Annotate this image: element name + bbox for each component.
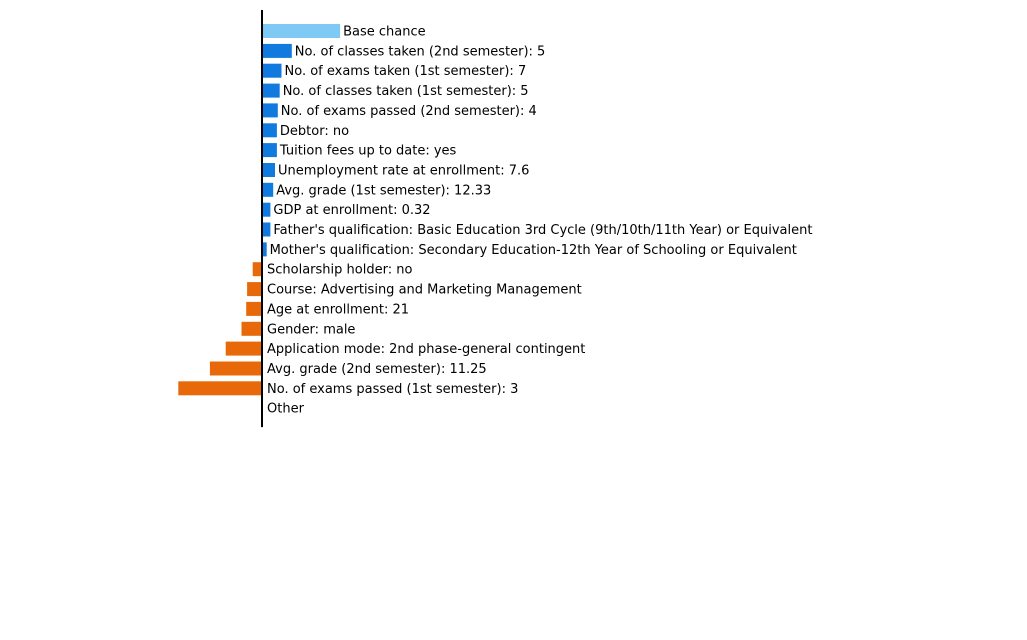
bar-12 <box>252 262 262 277</box>
labels-layer: Base chance No. of classes taken (2nd sem… <box>267 25 812 417</box>
bar-label-0: Base chance <box>343 25 426 40</box>
bar-label-14: Age at enrollment: 21 <box>267 302 409 317</box>
bar-label-2: No. of exams taken (1st semester): 7 <box>285 64 527 79</box>
bar-3 <box>262 83 280 98</box>
bar-6 <box>262 143 277 158</box>
bar-13 <box>247 282 262 297</box>
bar-label-10: Father's qualification: Basic Education … <box>273 223 812 238</box>
bar-label-7: Unemployment rate at enrollment: 7.6 <box>278 164 529 179</box>
bar-9 <box>262 202 271 217</box>
bar-label-4: No. of exams passed (2nd semester): 4 <box>281 104 537 119</box>
bar-label-11: Mother's qualification: Secondary Educat… <box>270 243 797 258</box>
bar-label-3: No. of classes taken (1st semester): 5 <box>283 84 529 99</box>
bar-label-18: No. of exams passed (1st semester): 3 <box>267 382 518 397</box>
bar-0 <box>262 24 341 38</box>
bar-label-12: Scholarship holder: no <box>267 263 412 278</box>
bar-2 <box>262 63 282 78</box>
bar-label-5: Debtor: no <box>280 124 349 139</box>
bar-10 <box>262 222 271 237</box>
bar-label-9: GDP at enrollment: 0.32 <box>273 203 430 218</box>
bar-1 <box>262 43 292 58</box>
bar-16 <box>225 341 262 356</box>
bar-label-19: Other <box>267 402 305 417</box>
bar-14 <box>246 301 262 316</box>
bar-18 <box>178 381 262 396</box>
bar-label-15: Gender: male <box>267 322 355 337</box>
bar-label-17: Avg. grade (2nd semester): 11.25 <box>267 362 487 377</box>
bar-label-16: Application mode: 2nd phase-general cont… <box>267 342 585 357</box>
bar-label-8: Avg. grade (1st semester): 12.33 <box>276 183 491 198</box>
bar-4 <box>262 103 278 118</box>
bar-8 <box>262 182 274 197</box>
bar-label-1: No. of classes taken (2nd semester): 5 <box>295 44 546 59</box>
bar-label-13: Course: Advertising and Marketing Manage… <box>267 283 582 298</box>
bars-layer <box>178 24 341 396</box>
bar-15 <box>241 321 262 336</box>
bar-17 <box>209 361 262 376</box>
bar-7 <box>262 163 275 177</box>
bar-5 <box>262 123 277 138</box>
bar-label-6: Tuition fees up to date: yes <box>279 144 457 159</box>
bar-11 <box>262 242 267 257</box>
